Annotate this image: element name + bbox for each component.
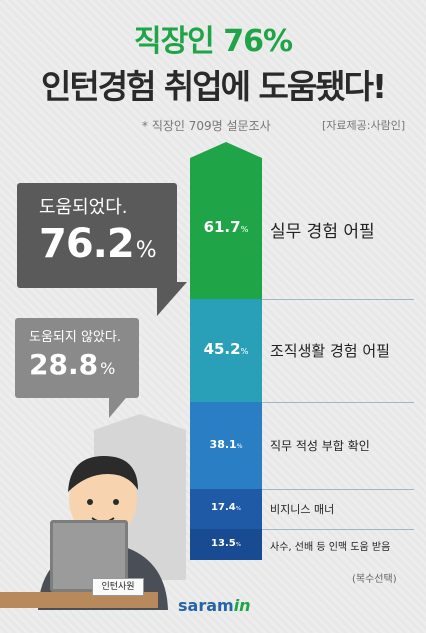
bar-value-label: 61.7%	[203, 218, 249, 236]
bar-value-label: 45.2%	[203, 340, 249, 358]
helped-value: 76.2%	[39, 221, 157, 267]
bar-segment	[190, 529, 262, 560]
not-helped-bubble: 도움되지 않았다. 28.8%	[15, 318, 139, 418]
helped-bubble: 도움되었다. 76.2%	[17, 183, 187, 316]
not-helped-label: 도움되지 않았다.	[29, 330, 121, 345]
row-separator	[262, 402, 414, 403]
category-label: 비지니스 매너	[270, 503, 335, 517]
bar-segment	[190, 142, 262, 299]
bar-arrow-cap	[190, 142, 262, 158]
survey-note: * 직장인 709명 설문조사	[142, 119, 271, 133]
bar-segment	[190, 299, 262, 402]
row-separator	[262, 489, 414, 490]
bar-value-label: 13.5%	[211, 537, 241, 549]
multi-select-note: (복수선택)	[352, 574, 397, 585]
saramin-logo: saramin	[178, 596, 251, 615]
row-separator	[262, 529, 414, 530]
title-line-2: 인턴경험 취업에 도움됐다!	[41, 67, 387, 106]
nameplate: 인턴사원	[92, 578, 144, 596]
bar-value-label: 17.4%	[211, 502, 241, 513]
source-label: [자료제공:사람인]	[322, 119, 406, 132]
category-label: 사수, 선배 등 인맥 도움 받음	[270, 541, 391, 553]
not-helped-value: 28.8%	[29, 348, 116, 381]
title-line-1: 직장인 76%	[133, 24, 293, 59]
helped-label: 도움되었다.	[39, 197, 128, 218]
row-separator	[262, 299, 414, 300]
bar-value-label: 38.1%	[209, 437, 243, 451]
desk	[0, 592, 158, 608]
category-label: 조직생활 경험 어필	[270, 342, 390, 360]
bubble-tail	[157, 282, 187, 316]
category-label: 실무 경험 어필	[270, 221, 375, 242]
bar-segment	[190, 402, 262, 489]
bar-segment	[190, 489, 262, 529]
category-label: 직무 적성 부합 확인	[270, 439, 370, 454]
building-roof	[94, 414, 186, 430]
bubble-tail	[109, 392, 131, 418]
